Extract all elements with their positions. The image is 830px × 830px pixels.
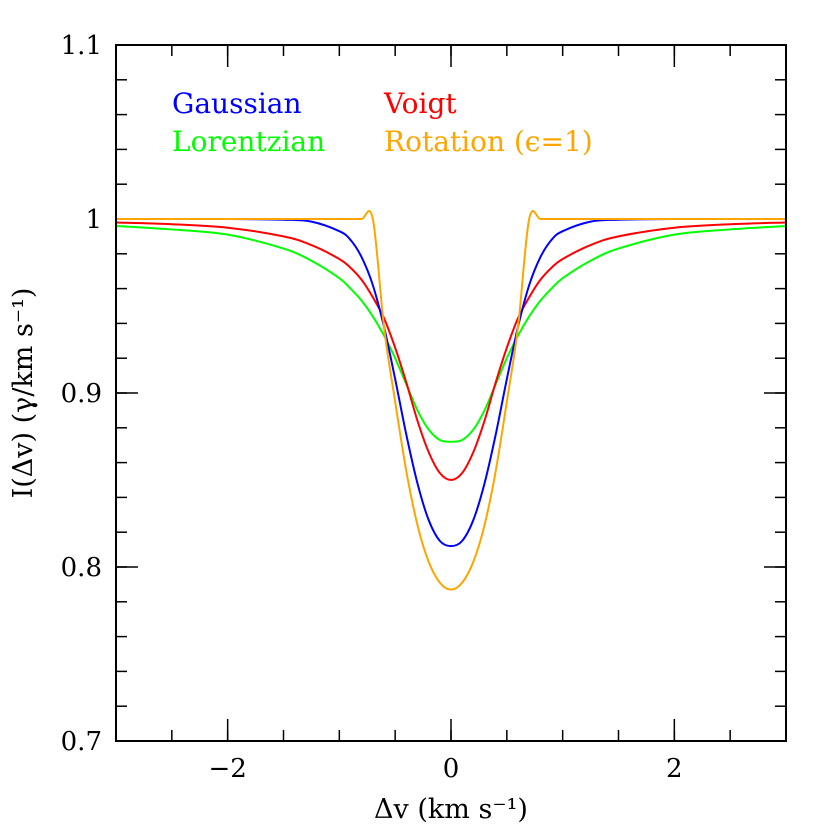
x-tick-label: −2: [209, 754, 247, 784]
series-line-rotation: [115, 210, 786, 591]
series-lines: [115, 210, 787, 591]
y-tick-label: 0.8: [61, 553, 102, 583]
y-axis-label: I(Δv) (γ/km s⁻¹): [8, 288, 39, 499]
legend-rotation: Rotation (ϵ=1): [384, 125, 593, 158]
x-tick-label: 2: [666, 754, 683, 784]
legend-gaussian: Gaussian: [172, 87, 302, 120]
y-tick-label: 0.9: [61, 379, 102, 409]
series-line-voigt: [115, 221, 787, 481]
y-tick-label: 1.1: [61, 31, 102, 61]
x-axis-label: Δv (km s⁻¹): [374, 794, 528, 825]
plot-frame: [115, 44, 787, 742]
series-line-lorentzian: [115, 224, 787, 443]
y-tick-label: 1: [85, 205, 102, 235]
tick-labels: −2 0 2 0.7 0.8 0.9 1 1.1: [61, 31, 683, 784]
series-line-gaussian: [115, 217, 786, 548]
legend-voigt: Voigt: [383, 87, 457, 120]
y-tick-label: 0.7: [61, 727, 102, 757]
legend-lorentzian: Lorentzian: [172, 125, 325, 158]
x-tick-label: 0: [443, 754, 460, 784]
